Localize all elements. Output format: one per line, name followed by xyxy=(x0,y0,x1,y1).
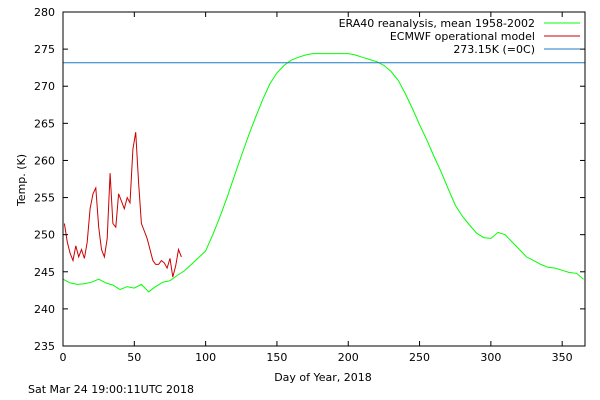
y-tick-label: 235 xyxy=(34,340,55,353)
legend-label-1: ECMWF operational model xyxy=(390,30,535,43)
x-axis-label: Day of Year, 2018 xyxy=(274,371,372,384)
x-tick-label: 250 xyxy=(409,351,430,364)
series-line-0 xyxy=(62,53,584,293)
x-tick-label: 300 xyxy=(480,351,501,364)
y-axis-label: Temp. (K) xyxy=(15,154,28,207)
y-tick-label: 250 xyxy=(34,229,55,242)
legend-label-2: 273.15K (=0C) xyxy=(453,43,535,56)
series-line-1 xyxy=(63,132,182,278)
y-tick-label: 240 xyxy=(34,303,55,316)
axes-layer xyxy=(62,11,586,347)
x-tick-label: 50 xyxy=(127,351,141,364)
y-tick-label: 265 xyxy=(34,117,55,130)
y-tick-label: 255 xyxy=(34,192,55,205)
y-tick-label: 275 xyxy=(34,43,55,56)
y-tick-label: 245 xyxy=(34,266,55,279)
ticks-layer: 0 50 100 150 200 250 300 350 235 240 245 250 255 260 2… xyxy=(34,6,585,364)
y-tick-label: 270 xyxy=(34,80,55,93)
series-layer xyxy=(62,53,585,293)
x-tick-label: 200 xyxy=(338,351,359,364)
y-tick-label: 280 xyxy=(34,6,55,19)
x-tick-label: 350 xyxy=(552,351,573,364)
y-tick-label: 260 xyxy=(34,154,55,167)
footer-timestamp: Sat Mar 24 19:00:11UTC 2018 xyxy=(28,383,194,396)
x-tick-label: 150 xyxy=(266,351,287,364)
plot-frame xyxy=(62,11,586,347)
legend-label-0: ERA40 reanalysis, mean 1958-2002 xyxy=(339,17,535,30)
x-tick-label: 100 xyxy=(195,351,216,364)
x-tick-label: 0 xyxy=(60,351,67,364)
